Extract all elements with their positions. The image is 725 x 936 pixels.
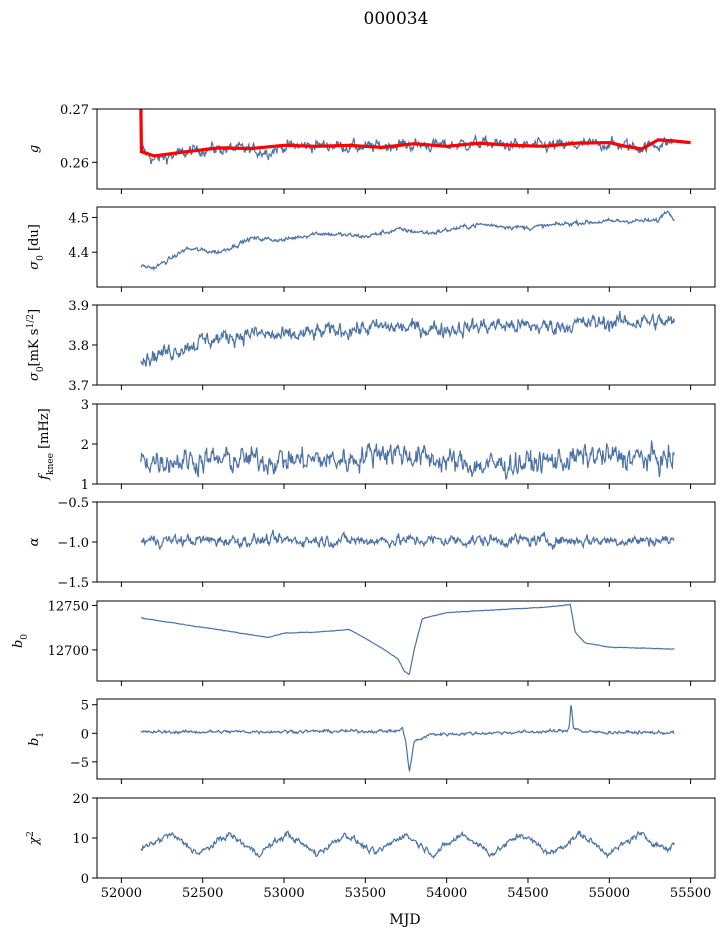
y-axis-label: χ2 [26,831,42,846]
x-axis-label: MJD [389,912,420,928]
series-line-fknee [140,440,675,480]
y-tick-label: 0.27 [60,103,89,118]
panel-sigma0_mks: 3.7 3.8 3.9 σ0[mK s1/2] [26,299,716,394]
y-axis-label: α [27,537,42,546]
y-tick-label: 4.5 [68,211,89,226]
y-tick-label: 4.4 [68,246,89,261]
y-tick-label: 0 [81,872,89,887]
y-tick-label: 5 [81,699,89,714]
x-tick-label: 54000 [426,886,467,901]
panel-frame [96,108,716,190]
y-tick-label: −5 [70,756,89,771]
y-tick-label: 12700 [48,644,89,659]
series-line-sigma0_mks [140,311,675,367]
panels: 0.26 0.27 g 4.4 4.5 σ0 [du] 3.7 3.8 3.9 σ0[mK s1/… [11,103,716,901]
panel-chi2: 0 10 20 52000 52500 53000 53500 54000 54500 55000… [26,792,716,901]
y-tick-label: 12750 [48,599,89,614]
y-axis-label: g [27,145,42,153]
y-tick-label: 0.26 [60,156,89,171]
panel-frame [96,403,716,485]
y-tick-label: 3.9 [68,299,89,314]
y-axis-label: σ0[mK s1/2] [26,309,46,381]
panel-frame [96,206,716,288]
x-tick-label: 52500 [182,886,223,901]
series-line-sigma0_du [140,210,675,272]
y-tick-label: −1.0 [57,536,89,551]
series-line-b1 [140,705,675,773]
panel-fknee: 1 2 3 fknee [mHz] [37,398,716,493]
panel-b1: −5 0 5 b1 [27,698,716,784]
series-line-b0 [140,603,675,676]
y-tick-label: 0 [81,727,89,742]
y-tick-label: 1 [81,478,89,493]
y-tick-label: 10 [72,832,89,847]
panel-frame [96,304,716,386]
y-tick-label: 3 [81,398,89,413]
x-tick-label: 55000 [589,886,630,901]
y-axis-label: b1 [27,732,46,746]
x-tick-label: 54500 [507,886,548,901]
series-line-g [140,133,675,165]
y-axis-label: σ0 [du] [27,224,46,270]
y-tick-label: −1.5 [57,576,89,591]
x-tick-label: 53000 [263,886,304,901]
series-line-alpha [140,529,675,550]
x-tick-label: 55500 [670,886,711,901]
x-tick-label: 53500 [345,886,386,901]
panel-sigma0_du: 4.4 4.5 σ0 [du] [27,206,716,292]
y-tick-label: 3.8 [68,339,89,354]
panel-frame [96,600,716,682]
panel-frame [96,698,716,780]
panel-b0: 12700 12750 b0 [11,599,716,686]
fit-line-g [139,108,691,158]
y-tick-label: 20 [72,792,89,807]
figure-title: 000034 [364,9,429,29]
panel-alpha: −1.5 −1.0 −0.5 α [27,496,716,591]
y-tick-label: 3.7 [68,379,89,394]
series-line-chi2 [140,830,675,860]
x-tick-label: 52000 [101,886,142,901]
y-tick-label: −0.5 [57,496,89,511]
y-tick-label: 2 [81,438,89,453]
y-axis-label: b0 [11,634,30,648]
panel-g: 0.26 0.27 g [27,103,716,194]
panel-frame [96,797,716,879]
y-axis-label: fknee [mHz] [37,408,56,481]
